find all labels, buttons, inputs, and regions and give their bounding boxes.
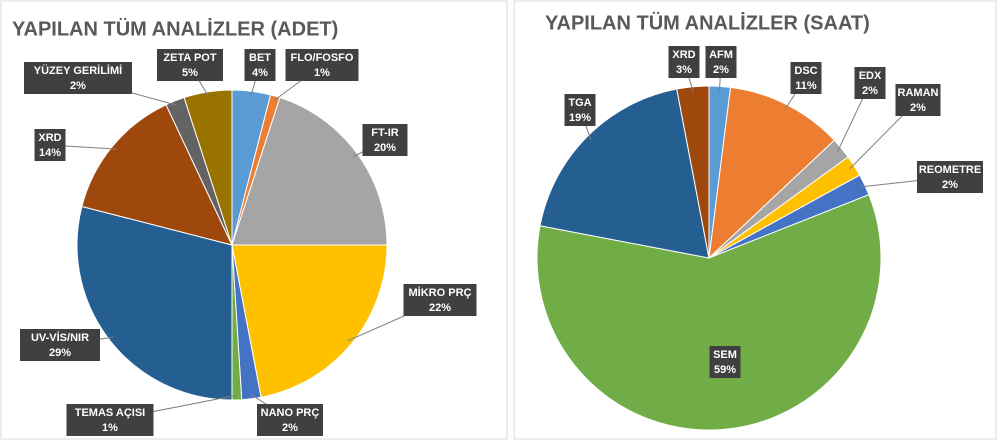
label-box [917, 161, 983, 193]
label-name: TGA [568, 97, 591, 109]
label-value: 22% [429, 302, 451, 314]
label-name: DSC [794, 65, 817, 77]
data-label: TEMAS AÇISI 1% [66, 404, 154, 436]
label-value: 4% [252, 67, 268, 79]
label-name: XRD [38, 132, 61, 144]
pie-slice [676, 85, 710, 259]
data-label: XRD 3% [668, 46, 700, 78]
data-label: TGA 19% [564, 94, 596, 126]
data-label: MİKRO PRÇ 22% [403, 284, 477, 316]
chart-title: YAPILAN TÜM ANALİZLER (ADET) [12, 17, 338, 40]
data-label: EDX 2% [854, 67, 886, 99]
label-value: 5% [182, 67, 198, 79]
data-label: BET 4% [244, 49, 276, 81]
pie-slice [539, 88, 710, 259]
data-label: YÜZEY GERİLİMİ 2% [24, 62, 132, 94]
label-value: 1% [314, 67, 330, 79]
pie-slice [536, 194, 882, 431]
label-box [709, 346, 741, 378]
chart-title: YAPILAN TÜM ANALİZLER (SAAT) [545, 11, 870, 34]
label-box [20, 329, 100, 361]
label-value: 19% [569, 112, 591, 124]
pie-slice [183, 89, 233, 246]
pie-slice [708, 86, 836, 260]
label-name: XRD [672, 49, 695, 61]
label-name: ZETA POT [163, 52, 216, 64]
label-box [244, 49, 276, 81]
label-value: 2% [862, 85, 878, 97]
data-label: RAMAN 2% [895, 84, 941, 116]
label-name: EDX [859, 70, 882, 82]
label-box [895, 84, 941, 116]
label-box [790, 62, 822, 94]
label-box [257, 404, 323, 436]
label-name: REOMETRE [919, 164, 981, 176]
label-name: YÜZEY GERİLİMİ [34, 64, 122, 77]
label-name: UV-VİS/NIR [31, 331, 89, 344]
label-value: 3% [676, 64, 692, 76]
data-label: NANO PRÇ 2% [257, 404, 323, 436]
label-name: NANO PRÇ [261, 407, 320, 419]
data-label: AFM 2% [705, 46, 737, 78]
label-box [157, 49, 223, 81]
pie-slice [81, 104, 233, 246]
label-value: 59% [714, 364, 736, 376]
data-label: FT-IR 20% [362, 124, 408, 156]
label-value: 11% [795, 80, 817, 92]
pie-slice [231, 96, 388, 246]
label-box [705, 46, 737, 78]
label-box [564, 94, 596, 126]
label-name: AFM [709, 49, 733, 61]
label-name: FT-IR [371, 127, 399, 139]
label-value: 29% [49, 347, 71, 359]
data-label: ZETA POT 5% [157, 49, 223, 81]
data-label: FLO/FOSFO 1% [285, 49, 359, 81]
label-value: 1% [102, 422, 118, 434]
label-value: 2% [282, 422, 298, 434]
label-value: 2% [942, 179, 958, 191]
label-box [854, 67, 886, 99]
label-box [285, 49, 359, 81]
data-label: UV-VİS/NIR 29% [20, 329, 100, 361]
data-label: SEM 59% [709, 346, 741, 378]
data-label: DSC 11% [790, 62, 822, 94]
label-name: FLO/FOSFO [291, 52, 354, 64]
label-value: 14% [39, 147, 61, 159]
label-box [362, 124, 408, 156]
label-name: MİKRO PRÇ [409, 286, 472, 299]
label-box [24, 62, 132, 94]
label-name: TEMAS AÇISI [75, 407, 146, 419]
label-value: 2% [713, 64, 729, 76]
pie-slice [76, 205, 233, 401]
data-label: REOMETRE 2% [917, 161, 983, 193]
data-label: XRD 14% [34, 129, 66, 161]
label-name: SEM [713, 349, 737, 361]
label-box [66, 404, 154, 436]
label-box [34, 129, 66, 161]
label-value: 2% [910, 102, 926, 114]
label-name: BET [249, 52, 271, 64]
label-box [668, 46, 700, 78]
label-value: 20% [374, 142, 396, 154]
pie-slice [231, 244, 388, 398]
label-box [403, 284, 477, 316]
label-name: RAMAN [898, 87, 939, 99]
label-value: 2% [70, 80, 86, 92]
